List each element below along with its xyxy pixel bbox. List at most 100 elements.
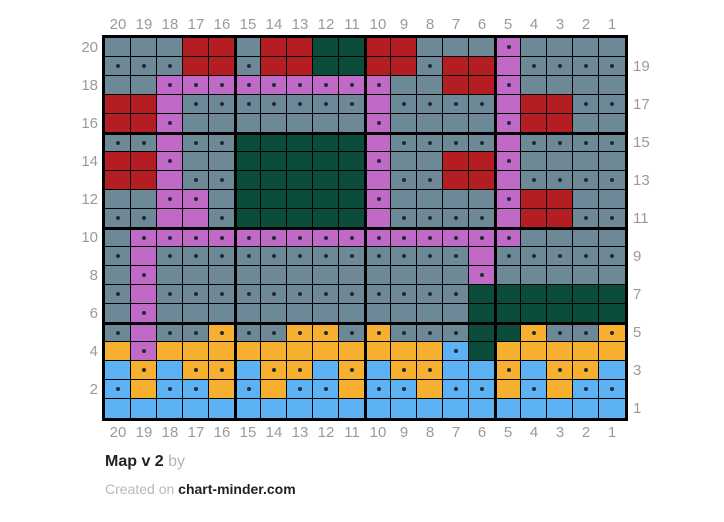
grid-cell[interactable] xyxy=(313,323,339,342)
grid-cell[interactable] xyxy=(105,399,131,418)
grid-cell[interactable] xyxy=(547,342,573,361)
grid-cell[interactable] xyxy=(209,171,235,190)
grid-cell[interactable] xyxy=(209,266,235,285)
grid-cell[interactable] xyxy=(183,361,209,380)
grid-cell[interactable] xyxy=(183,76,209,95)
grid-cell[interactable] xyxy=(131,304,157,323)
grid-cell[interactable] xyxy=(599,38,625,57)
grid-cell[interactable] xyxy=(391,399,417,418)
grid-cell[interactable] xyxy=(547,171,573,190)
grid-cell[interactable] xyxy=(183,399,209,418)
grid-cell[interactable] xyxy=(209,285,235,304)
grid-cell[interactable] xyxy=(339,342,365,361)
grid-cell[interactable] xyxy=(391,95,417,114)
grid-cell[interactable] xyxy=(261,133,287,152)
grid-cell[interactable] xyxy=(417,342,443,361)
grid-cell[interactable] xyxy=(313,209,339,228)
grid-cell[interactable] xyxy=(391,323,417,342)
grid-cell[interactable] xyxy=(131,152,157,171)
grid-cell[interactable] xyxy=(339,304,365,323)
grid-cell[interactable] xyxy=(573,114,599,133)
grid-cell[interactable] xyxy=(261,152,287,171)
grid-cell[interactable] xyxy=(547,57,573,76)
grid-cell[interactable] xyxy=(599,342,625,361)
grid-cell[interactable] xyxy=(521,152,547,171)
grid-cell[interactable] xyxy=(547,95,573,114)
grid-cell[interactable] xyxy=(495,399,521,418)
grid-cell[interactable] xyxy=(209,323,235,342)
grid-cell[interactable] xyxy=(235,190,261,209)
grid-cell[interactable] xyxy=(365,38,391,57)
grid-cell[interactable] xyxy=(209,38,235,57)
grid-cell[interactable] xyxy=(521,399,547,418)
grid-cell[interactable] xyxy=(261,114,287,133)
grid-cell[interactable] xyxy=(105,342,131,361)
grid-cell[interactable] xyxy=(469,361,495,380)
grid-cell[interactable] xyxy=(573,285,599,304)
grid-cell[interactable] xyxy=(599,209,625,228)
grid-cell[interactable] xyxy=(417,209,443,228)
grid-cell[interactable] xyxy=(365,57,391,76)
grid-cell[interactable] xyxy=(391,57,417,76)
grid-cell[interactable] xyxy=(599,228,625,247)
grid-cell[interactable] xyxy=(235,380,261,399)
grid-cell[interactable] xyxy=(469,285,495,304)
grid-cell[interactable] xyxy=(547,380,573,399)
grid-cell[interactable] xyxy=(495,114,521,133)
grid-cell[interactable] xyxy=(547,152,573,171)
grid-cell[interactable] xyxy=(209,399,235,418)
grid-cell[interactable] xyxy=(495,380,521,399)
grid-cell[interactable] xyxy=(105,38,131,57)
grid-cell[interactable] xyxy=(261,76,287,95)
grid-cell[interactable] xyxy=(209,95,235,114)
grid-cell[interactable] xyxy=(495,304,521,323)
grid-cell[interactable] xyxy=(391,38,417,57)
grid-cell[interactable] xyxy=(391,247,417,266)
grid-cell[interactable] xyxy=(391,171,417,190)
grid-cell[interactable] xyxy=(521,209,547,228)
grid-cell[interactable] xyxy=(261,380,287,399)
grid-cell[interactable] xyxy=(417,38,443,57)
grid-cell[interactable] xyxy=(287,152,313,171)
grid-cell[interactable] xyxy=(599,266,625,285)
grid-cell[interactable] xyxy=(157,38,183,57)
grid-cell[interactable] xyxy=(131,399,157,418)
grid-cell[interactable] xyxy=(469,95,495,114)
grid-cell[interactable] xyxy=(313,152,339,171)
grid-cell[interactable] xyxy=(547,266,573,285)
grid-cell[interactable] xyxy=(365,361,391,380)
grid-cell[interactable] xyxy=(313,76,339,95)
grid-cell[interactable] xyxy=(131,38,157,57)
grid-cell[interactable] xyxy=(235,342,261,361)
grid-cell[interactable] xyxy=(521,190,547,209)
grid-cell[interactable] xyxy=(495,285,521,304)
grid-cell[interactable] xyxy=(313,285,339,304)
grid-cell[interactable] xyxy=(391,190,417,209)
grid-cell[interactable] xyxy=(339,133,365,152)
grid-cell[interactable] xyxy=(131,209,157,228)
grid-cell[interactable] xyxy=(209,114,235,133)
grid-cell[interactable] xyxy=(573,152,599,171)
grid-cell[interactable] xyxy=(573,266,599,285)
grid-cell[interactable] xyxy=(261,190,287,209)
grid-cell[interactable] xyxy=(521,342,547,361)
grid-cell[interactable] xyxy=(469,399,495,418)
grid-cell[interactable] xyxy=(521,266,547,285)
grid-cell[interactable] xyxy=(365,76,391,95)
grid-cell[interactable] xyxy=(157,304,183,323)
grid-cell[interactable] xyxy=(261,304,287,323)
grid-cell[interactable] xyxy=(391,209,417,228)
grid-cell[interactable] xyxy=(339,95,365,114)
grid-cell[interactable] xyxy=(235,209,261,228)
grid-cell[interactable] xyxy=(157,57,183,76)
grid-cell[interactable] xyxy=(209,133,235,152)
grid-cell[interactable] xyxy=(157,285,183,304)
grid-cell[interactable] xyxy=(209,57,235,76)
grid-cell[interactable] xyxy=(521,247,547,266)
grid-cell[interactable] xyxy=(417,76,443,95)
grid-cell[interactable] xyxy=(469,228,495,247)
grid-cell[interactable] xyxy=(287,304,313,323)
grid-cell[interactable] xyxy=(105,171,131,190)
grid-cell[interactable] xyxy=(313,380,339,399)
grid-cell[interactable] xyxy=(599,380,625,399)
